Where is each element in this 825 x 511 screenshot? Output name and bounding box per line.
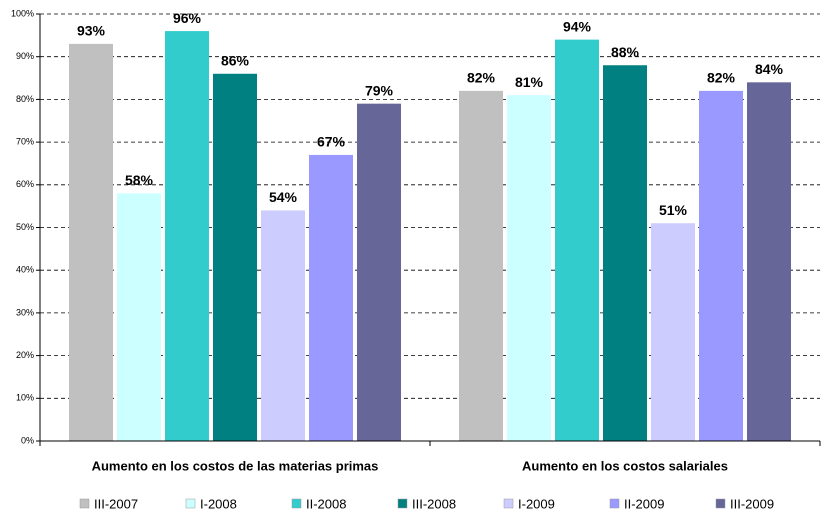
bar xyxy=(213,73,257,441)
legend-label: I-2009 xyxy=(518,496,555,511)
data-label: 88% xyxy=(611,44,640,60)
data-label: 94% xyxy=(563,18,592,34)
y-tick-label: 100% xyxy=(11,8,34,18)
data-label: 82% xyxy=(707,70,736,86)
data-label: 93% xyxy=(77,23,106,39)
data-label: 67% xyxy=(317,134,346,150)
data-label: 86% xyxy=(221,52,250,68)
bar xyxy=(651,223,695,441)
bar xyxy=(603,65,647,442)
legend-swatch xyxy=(503,498,514,509)
y-tick-label: 0% xyxy=(21,435,34,445)
bar xyxy=(117,193,161,441)
y-tick-label: 60% xyxy=(16,179,34,189)
bar xyxy=(699,90,743,442)
y-tick-label: 20% xyxy=(16,350,34,360)
data-label: 54% xyxy=(269,189,298,205)
y-tick-label: 30% xyxy=(16,307,34,317)
legend-swatch xyxy=(291,498,302,509)
legend-swatch xyxy=(609,498,620,509)
y-tick-label: 70% xyxy=(16,136,34,146)
y-tick-label: 80% xyxy=(16,94,34,104)
bar xyxy=(459,90,503,442)
legend-swatch xyxy=(185,498,196,509)
y-tick-label: 10% xyxy=(16,393,34,403)
data-label: 81% xyxy=(515,74,544,90)
data-label: 51% xyxy=(659,202,688,218)
legend-label: II-2009 xyxy=(624,496,664,511)
data-label: 82% xyxy=(467,70,496,86)
bar xyxy=(507,95,551,441)
legend-label: III-2007 xyxy=(94,496,138,511)
bar xyxy=(555,39,599,442)
data-label: 84% xyxy=(755,61,784,77)
legend-label: III-2009 xyxy=(730,496,774,511)
bar xyxy=(309,154,353,441)
bar xyxy=(69,43,113,441)
legend-label: I-2008 xyxy=(200,496,237,511)
data-label: 79% xyxy=(365,82,394,98)
legend-label: III-2008 xyxy=(412,496,456,511)
x-tick-label: Aumento en los costos de las materias pr… xyxy=(92,458,379,473)
bar xyxy=(165,31,209,442)
y-tick-label: 40% xyxy=(16,265,34,275)
y-tick-label: 50% xyxy=(16,222,34,232)
legend-label: II-2008 xyxy=(306,496,346,511)
bar xyxy=(261,210,305,441)
data-label: 58% xyxy=(125,172,154,188)
bar xyxy=(747,82,791,441)
y-tick-label: 90% xyxy=(16,51,34,61)
legend-swatch xyxy=(397,498,408,509)
x-tick-label: Aumento en los costos salariales xyxy=(522,458,728,473)
legend-swatch xyxy=(715,498,726,509)
legend-swatch xyxy=(79,498,90,509)
data-label: 96% xyxy=(173,10,202,26)
bar xyxy=(357,103,401,442)
